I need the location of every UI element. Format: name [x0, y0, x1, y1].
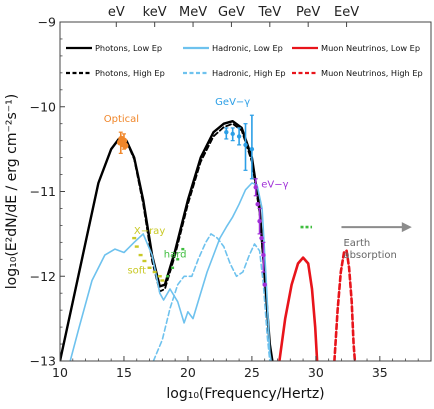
arrow-head-icon — [401, 222, 412, 233]
evgamma-point — [262, 282, 267, 287]
evgamma-point — [255, 202, 260, 207]
legend-label: Photons, High Ep — [95, 68, 165, 78]
gev-point — [224, 129, 229, 135]
x-tick-label: 25 — [244, 365, 260, 380]
series-layer — [60, 120, 357, 361]
x-tick-label: 20 — [180, 365, 196, 380]
gev-point — [236, 134, 242, 139]
x-axis-title: log₁₀(Frequency/Hertz) — [166, 386, 324, 402]
xray-point — [160, 279, 165, 282]
legend-label: Hadronic, Low Ep — [212, 43, 283, 53]
legend-label: Photons, Low Ep — [95, 43, 162, 53]
y-tick-label: −11 — [30, 184, 56, 199]
top-axis-label: EeV — [334, 5, 359, 20]
x-tick-label: 15 — [116, 365, 132, 380]
xray-point — [147, 266, 152, 269]
xray-point — [152, 270, 157, 274]
annotation-label: Optical — [104, 114, 139, 125]
ticks-layer: 10 15 20 25 30 35 −13 −12 −11 −10 −9 eV keV MeV GeV TeV… — [30, 5, 432, 380]
hard-xray-point — [176, 258, 180, 261]
evgamma-point — [259, 235, 264, 241]
top-axis-label: eV — [108, 5, 125, 20]
legend: Photons, Low Ep Hadronic, Low Ep Muon Neut… — [66, 43, 423, 78]
arrow-label-line2: absorption — [343, 250, 396, 261]
annotation-label: eV−γ — [261, 179, 288, 190]
series-line-muon-neutrinos-low-ep — [278, 256, 319, 361]
xray-point — [142, 259, 147, 263]
annotation-label: X−ray — [134, 226, 165, 237]
gev-point — [243, 142, 248, 148]
top-axis-label: TeV — [257, 5, 281, 20]
y-tick-label: −12 — [30, 269, 56, 284]
hard-xray-point — [165, 275, 169, 278]
legend-label: Hadronic, High Ep — [212, 68, 286, 78]
series-line-hadronic-low-ep — [69, 182, 272, 361]
top-axis-label: MeV — [179, 5, 207, 20]
top-axis-label: PeV — [296, 5, 320, 20]
hard-xray-point — [181, 247, 185, 251]
xray-point — [132, 236, 137, 240]
y-axis-title: log₁₀(E²dN/dE / erg cm⁻²s⁻¹) — [4, 94, 20, 289]
evgamma-point — [257, 218, 262, 224]
gev-point — [249, 146, 255, 152]
annotations-layer: Optical GeV−γ eV−γ X−ray soft hard — [104, 97, 289, 277]
y-tick-label: −13 — [30, 354, 56, 369]
x-tick-label: 35 — [372, 365, 388, 380]
gev-point — [230, 131, 235, 137]
xray-point — [134, 245, 139, 248]
hard-xray-point — [171, 266, 175, 269]
x-tick-label: 30 — [308, 365, 324, 380]
legend-label: Muon Neutrinos, High Ep — [321, 68, 423, 78]
top-axis-label: keV — [143, 5, 167, 20]
optical-point — [120, 137, 128, 144]
optical-point — [122, 142, 129, 149]
series-line-muon-neutrinos-high-ep — [333, 249, 357, 361]
evgamma-point — [261, 252, 266, 258]
y-tick-label: −10 — [30, 99, 56, 114]
arrow-label-line1: Earth — [343, 238, 370, 249]
series-line-hadronic-high-ep — [152, 233, 271, 361]
y-tick-label: −9 — [38, 15, 56, 30]
annotation-label: GeV−γ — [215, 97, 250, 108]
x-tick-label: 10 — [52, 365, 68, 380]
evgamma-point — [253, 185, 258, 190]
legend-label: Muon Neutrinos, Low Ep — [321, 43, 420, 53]
xray-point — [138, 253, 143, 257]
annotation-label: soft — [127, 266, 146, 277]
xray-point — [157, 275, 162, 278]
top-axis-label: GeV — [218, 5, 245, 20]
series-line-photons-high-ep — [60, 122, 274, 361]
annotation-label: hard — [164, 250, 187, 261]
